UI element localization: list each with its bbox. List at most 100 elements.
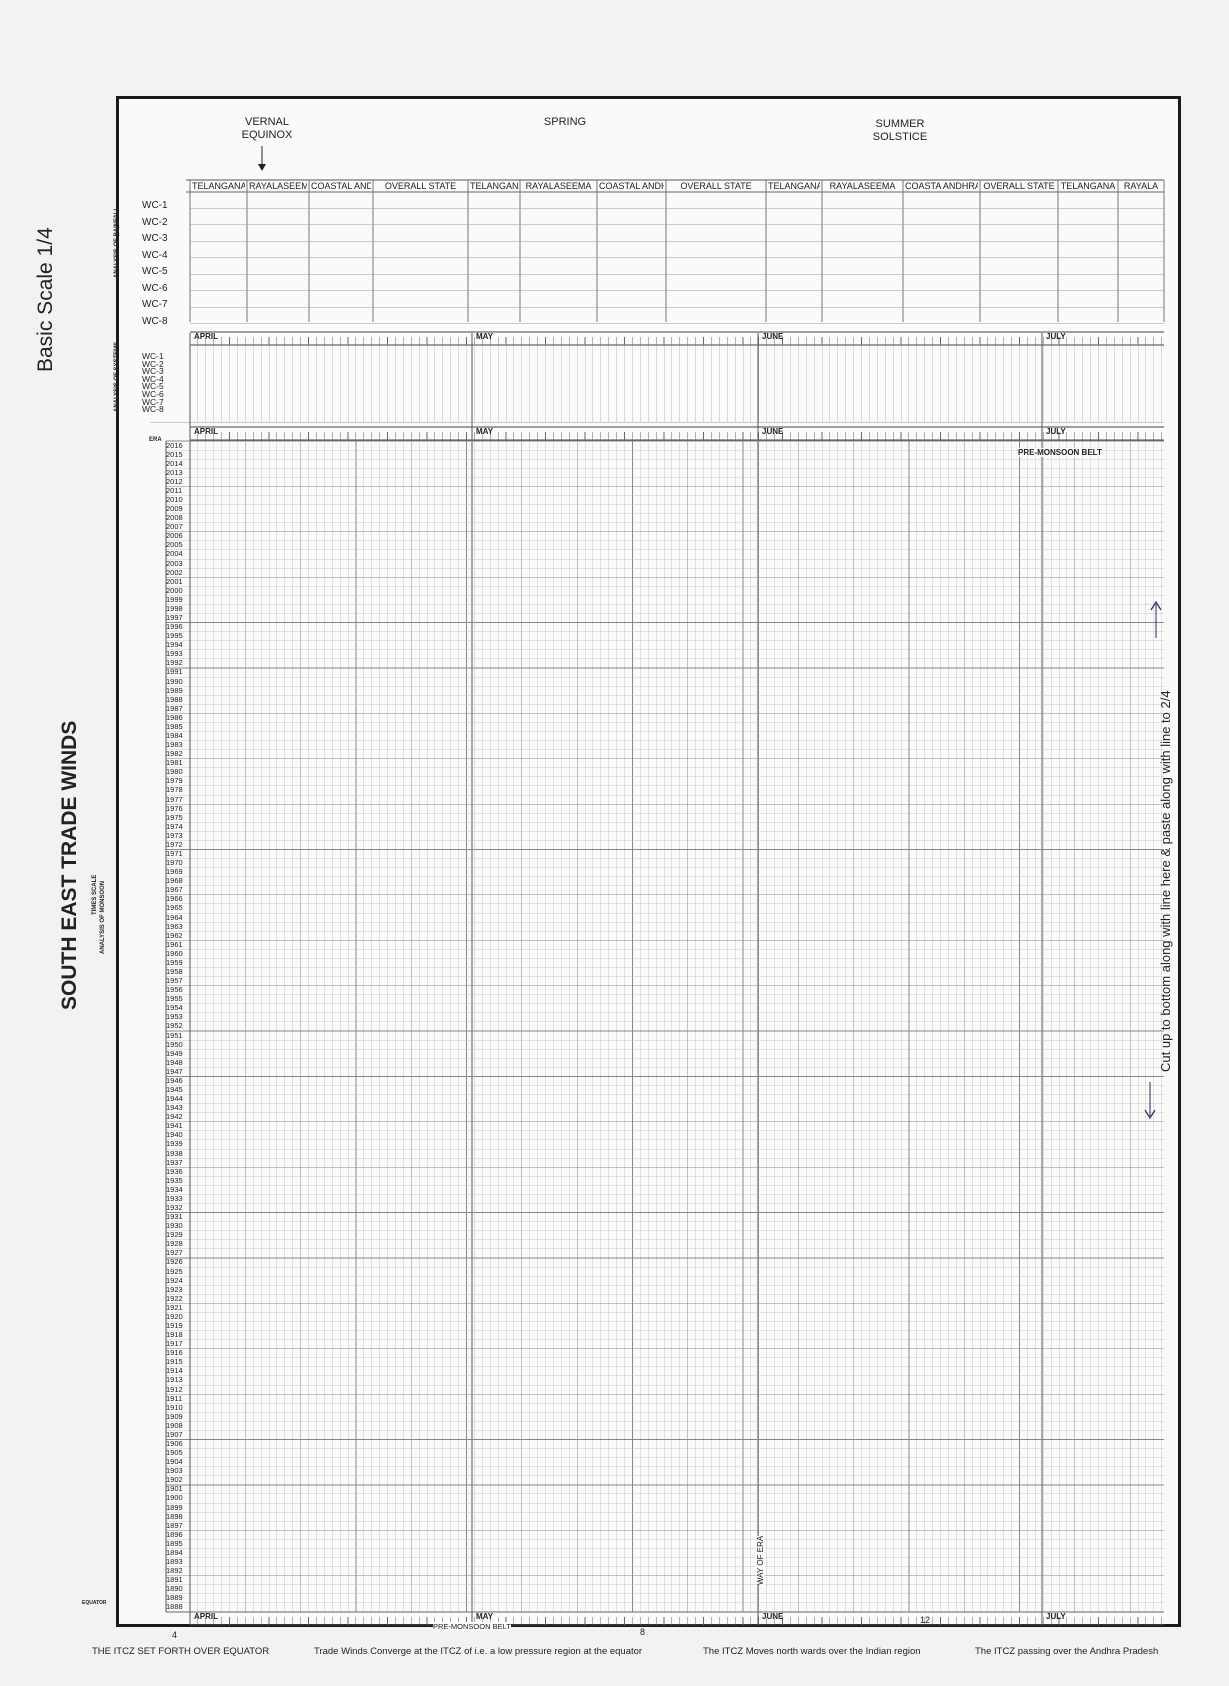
wc-label: WC-3 bbox=[142, 366, 164, 377]
month-label: MAY bbox=[476, 427, 494, 436]
wc-label: WC-7 bbox=[142, 396, 164, 407]
wc-label: WC-7 bbox=[142, 299, 168, 310]
year-label: 1921 bbox=[166, 1302, 183, 1312]
year-label: 1915 bbox=[166, 1357, 183, 1367]
wc-label: WC-4 bbox=[142, 373, 164, 384]
year-label: 2007 bbox=[166, 522, 183, 532]
vernal-arrow bbox=[257, 146, 267, 177]
year-label: 1992 bbox=[166, 658, 183, 668]
year-label: 1908 bbox=[166, 1420, 183, 1430]
year-label: 1935 bbox=[166, 1175, 183, 1185]
year-label: 1922 bbox=[166, 1293, 183, 1303]
month-label: JUNE bbox=[762, 332, 784, 341]
year-label: 1937 bbox=[166, 1157, 183, 1167]
year-label: 1998 bbox=[166, 603, 183, 613]
region-header: RAYALASEEMA bbox=[249, 181, 307, 191]
year-label: 1963 bbox=[166, 921, 183, 931]
year-label: 1932 bbox=[166, 1203, 183, 1212]
way-of-era-label: WAY OF ERA bbox=[756, 1535, 765, 1585]
year-label: 1995 bbox=[166, 631, 183, 641]
year-label: 1971 bbox=[166, 848, 183, 858]
year-label: 1964 bbox=[166, 912, 183, 922]
year-label: 1888 bbox=[166, 1602, 183, 1612]
year-label: 1913 bbox=[166, 1375, 183, 1385]
year-label: 2003 bbox=[166, 558, 183, 568]
year-label: 1917 bbox=[166, 1339, 183, 1349]
cut-arrow-bottom-icon bbox=[1143, 1080, 1157, 1129]
month-label: APRIL bbox=[194, 1612, 218, 1621]
year-label: 1934 bbox=[166, 1184, 183, 1194]
wc-label: WC-8 bbox=[142, 315, 168, 327]
year-label: 2012 bbox=[166, 476, 183, 486]
year-label: 1959 bbox=[166, 957, 183, 967]
year-label: 1899 bbox=[166, 1502, 183, 1512]
year-label: 1979 bbox=[166, 776, 183, 786]
region-header: RAYALASEEMA bbox=[829, 181, 896, 191]
year-label: 1929 bbox=[166, 1230, 183, 1240]
year-label: 1956 bbox=[166, 985, 183, 995]
year-label: 1902 bbox=[166, 1475, 183, 1485]
year-label: 2002 bbox=[166, 567, 183, 577]
year-label: 1927 bbox=[166, 1248, 183, 1258]
year-label: 1931 bbox=[166, 1212, 183, 1222]
year-label: 2009 bbox=[166, 504, 183, 514]
year-label: 1897 bbox=[166, 1520, 183, 1530]
year-label: 1912 bbox=[166, 1384, 183, 1394]
month-label: APRIL bbox=[194, 427, 218, 436]
year-label: 1924 bbox=[166, 1275, 183, 1285]
month-label: MAY bbox=[476, 1612, 494, 1621]
vernal-equinox-header: VERNAL EQUINOX bbox=[241, 116, 293, 141]
year-label: 1990 bbox=[166, 676, 183, 686]
year-label: 1997 bbox=[166, 612, 183, 622]
year-label: 1947 bbox=[166, 1066, 183, 1076]
year-label: 1941 bbox=[166, 1121, 183, 1131]
year-label: 1986 bbox=[166, 712, 183, 722]
year-label: 1967 bbox=[166, 885, 183, 895]
year-label: 1906 bbox=[166, 1439, 183, 1449]
footer-caption-1: THE ITCZ SET FORTH OVER EQUATOR bbox=[92, 1646, 270, 1657]
footer-caption-2: Trade Winds Converge at the ITCZ of i.e.… bbox=[314, 1646, 643, 1657]
year-label: 1961 bbox=[166, 939, 183, 949]
year-label: 1938 bbox=[166, 1148, 183, 1158]
year-label: 1950 bbox=[166, 1039, 183, 1049]
year-label: 1974 bbox=[166, 821, 183, 831]
region-header: COASTAL ANDHRA bbox=[311, 181, 371, 191]
year-label: 1903 bbox=[166, 1466, 183, 1476]
year-label: 1958 bbox=[166, 966, 183, 976]
bottom-mark-4: 4 bbox=[172, 1630, 178, 1640]
year-label: 1981 bbox=[166, 758, 183, 768]
year-label: 1889 bbox=[166, 1593, 183, 1603]
year-label: 1985 bbox=[166, 721, 183, 731]
region-header: TELANGANA bbox=[768, 181, 820, 191]
year-label: 1930 bbox=[166, 1221, 183, 1231]
year-label: 1890 bbox=[166, 1584, 183, 1594]
wc-label: WC-5 bbox=[142, 266, 168, 277]
spring-header: SPRING bbox=[543, 116, 587, 128]
region-header: OVERALL STATE bbox=[983, 181, 1055, 191]
year-label: 1894 bbox=[166, 1547, 183, 1557]
year-label: 1953 bbox=[166, 1012, 183, 1022]
wc-label: WC-4 bbox=[142, 249, 168, 261]
year-label: 1916 bbox=[166, 1348, 183, 1358]
wc-label: WC-2 bbox=[142, 358, 164, 369]
year-label: 1925 bbox=[166, 1266, 183, 1276]
year-label: 1948 bbox=[166, 1057, 183, 1067]
year-label: 2006 bbox=[166, 531, 183, 541]
year-label: 1952 bbox=[166, 1021, 183, 1031]
year-label: 1991 bbox=[166, 667, 183, 677]
pre-monsoon-belt-bottom: PRE-MONSOON BELT bbox=[433, 1622, 511, 1631]
bottom-mark-12: 12 bbox=[920, 1615, 931, 1625]
year-label: 1962 bbox=[166, 930, 183, 940]
cut-arrow-top-icon bbox=[1149, 600, 1163, 645]
region-header: TELANGANA bbox=[470, 181, 518, 191]
region-header: RAYALASEEMA bbox=[525, 181, 592, 191]
year-label: 2016 bbox=[166, 440, 183, 450]
year-label: 1909 bbox=[166, 1411, 183, 1421]
year-label: 2011 bbox=[166, 485, 183, 495]
year-label: 1940 bbox=[166, 1130, 183, 1140]
year-label: 1993 bbox=[166, 649, 183, 659]
cut-note: Cut up to bottom along with line here & … bbox=[1158, 690, 1173, 1072]
region-header: COASTA ANDHRA bbox=[905, 181, 978, 191]
year-label: 1966 bbox=[166, 894, 183, 904]
